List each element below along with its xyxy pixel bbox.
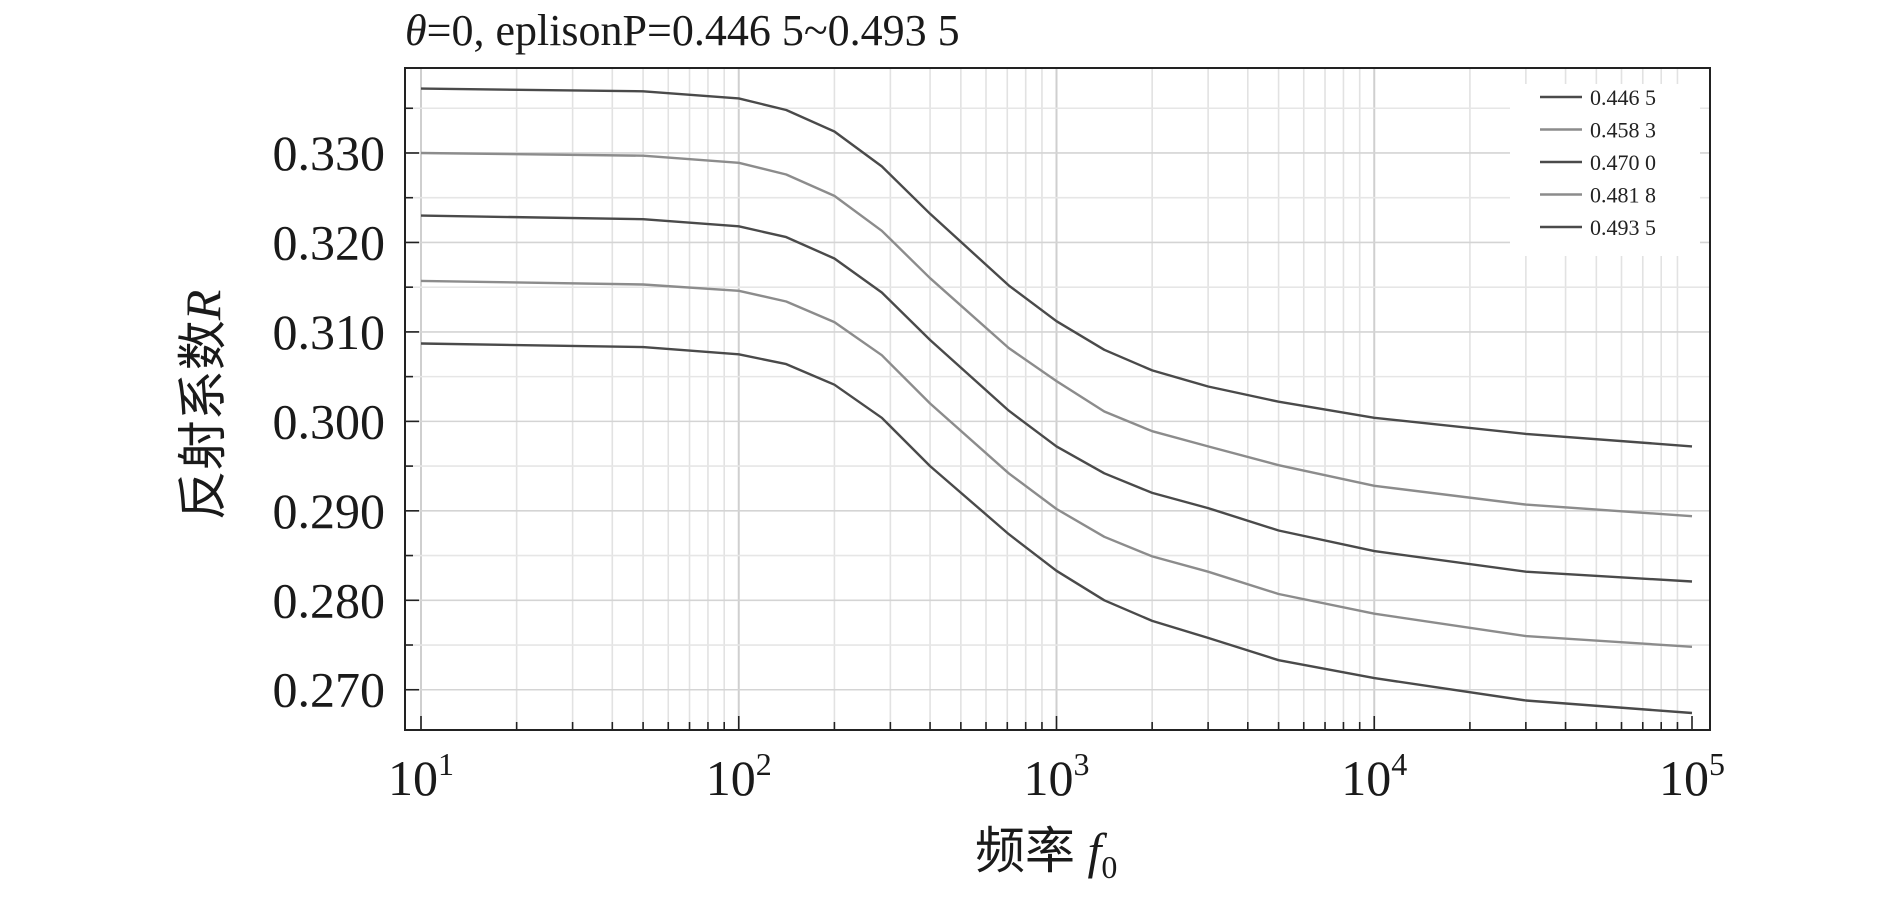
legend-label: 0.458 3: [1590, 118, 1656, 143]
series-line: [420, 279, 1693, 648]
y-tick-label: 0.310: [273, 304, 386, 360]
title-text: =0, eplisonP=0.446 5~0.493 5: [427, 6, 960, 55]
legend-label: 0.481 8: [1590, 183, 1656, 208]
x-axis-label: 频率 f0: [975, 823, 1117, 885]
title-theta-symbol: θ: [405, 6, 427, 55]
y-tick-label: 0.270: [273, 662, 386, 718]
x-axis-label-text: 频率: [975, 823, 1088, 879]
y-tick-label: 0.290: [273, 483, 386, 539]
y-tick-label: 0.300: [273, 393, 386, 449]
series-line: [420, 151, 1693, 518]
y-axis-label-var: R: [175, 290, 231, 322]
legend-label: 0.470 0: [1590, 150, 1656, 175]
legend-label: 0.446 5: [1590, 85, 1656, 110]
axis-ticks: [405, 107, 1693, 730]
x-tick-label: 105: [1659, 746, 1725, 806]
data-lines: [420, 87, 1693, 715]
y-tick-label: 0.320: [273, 214, 386, 270]
legend: 0.446 5 0.458 3 0.470 0 0.481 8 0.493 5: [1510, 84, 1700, 256]
grid-lines: [405, 68, 1710, 730]
chart-title: θ=0, eplisonP=0.446 5~0.493 5: [405, 6, 960, 55]
y-tick-label: 0.330: [273, 125, 386, 181]
legend-label: 0.493 5: [1590, 215, 1656, 240]
y-axis-label-text: 反射系数: [175, 320, 231, 520]
plot-frame: [404, 67, 1711, 731]
x-tick-label: 101: [388, 746, 454, 806]
y-axis-label: 反射系数R: [175, 290, 231, 521]
x-tick-label: 104: [1341, 746, 1407, 806]
series-line: [420, 214, 1693, 583]
series-line: [420, 87, 1693, 448]
series-line: [420, 342, 1693, 715]
y-tick-label: 0.280: [273, 572, 386, 628]
x-tick-label: 103: [1024, 746, 1090, 806]
x-axis-label-sub: 0: [1101, 849, 1117, 885]
y-tick-labels: 0.270 0.280 0.290 0.300 0.310 0.320 0.330: [273, 125, 386, 718]
x-tick-label: 102: [706, 746, 772, 806]
x-tick-labels: 101 102 103 104 105: [388, 746, 1725, 806]
